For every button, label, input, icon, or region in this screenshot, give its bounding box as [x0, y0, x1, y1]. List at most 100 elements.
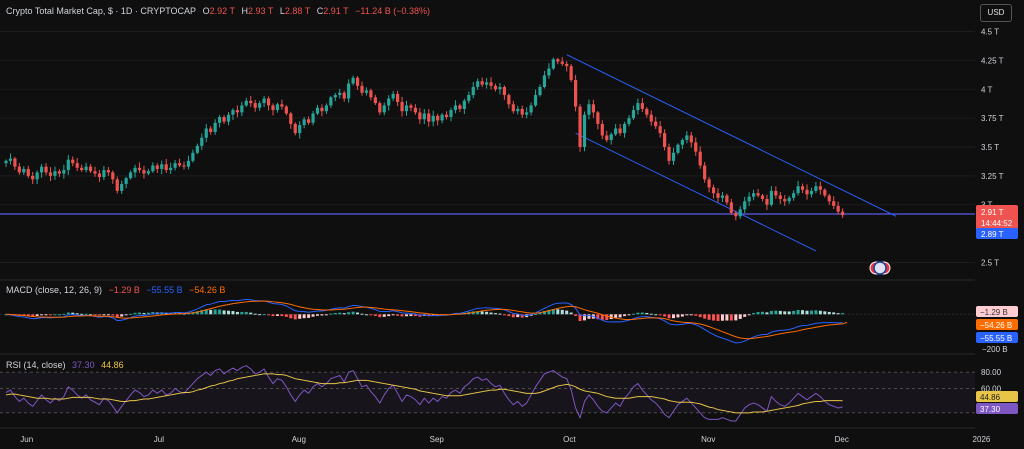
candle-body — [191, 152, 195, 161]
candle-body — [720, 195, 725, 198]
macd-histogram-bar — [289, 314, 293, 319]
candle-body — [627, 118, 631, 124]
candle-body — [378, 103, 382, 113]
candle-body — [680, 140, 684, 145]
macd-histogram-bar — [689, 314, 693, 316]
candle-body — [542, 75, 547, 87]
candle-body — [71, 159, 75, 164]
macd-histogram-bar — [138, 312, 141, 315]
last-price-value: 2.91 T — [981, 208, 1004, 217]
macd-histogram-bar — [676, 314, 680, 318]
macd-histogram-bar — [738, 314, 742, 319]
macd-histogram-bar — [752, 312, 756, 315]
candle-body — [823, 189, 827, 196]
rsi-legend[interactable]: RSI (14, close) 37.30 44.86 — [6, 360, 128, 370]
high-value: 2.93 T — [247, 6, 274, 16]
candle-body — [280, 104, 284, 107]
macd-histogram-bar — [596, 314, 600, 320]
macd-histogram-bar — [640, 312, 644, 315]
candle-body — [783, 198, 787, 202]
price-axis-tick: 2.5 T — [981, 258, 999, 267]
macd-histogram-bar — [102, 314, 106, 316]
macd-histogram-bar — [413, 314, 417, 317]
macd-line — [5, 298, 843, 344]
macd-histogram-bar — [551, 308, 555, 315]
macd-histogram-bar — [787, 311, 791, 315]
macd-histogram-bar — [476, 311, 480, 315]
macd-histogram-bar — [480, 311, 484, 315]
macd-histogram-bar — [280, 314, 284, 317]
candle-body — [734, 212, 738, 217]
candle-body — [186, 160, 191, 167]
rsi-legend-rsi: 37.30 — [72, 360, 95, 370]
macd-histogram-bar — [302, 314, 306, 319]
candle-body — [177, 163, 182, 166]
candle-body — [760, 195, 765, 199]
macd-histogram-bar — [115, 314, 119, 318]
candle-body — [182, 165, 186, 167]
macd-histogram-bar — [329, 313, 333, 315]
macd-histogram-bar — [836, 313, 840, 315]
macd-histogram-bar — [712, 314, 716, 321]
rsi-axis-tick: 60.00 — [981, 384, 1002, 393]
candle-body — [129, 172, 133, 179]
high-label: H — [241, 6, 248, 16]
currency-button[interactable]: USD — [980, 4, 1012, 22]
macd-histogram-bar — [618, 314, 622, 318]
candle-body — [565, 63, 569, 67]
candle-body — [427, 113, 431, 122]
macd-histogram-bar — [240, 311, 244, 315]
candle-body — [556, 59, 560, 62]
macd-histogram-bar — [53, 314, 57, 316]
candle-body — [792, 193, 796, 198]
candle-body — [106, 170, 110, 173]
rsi-legend-name: RSI (14, close) — [6, 360, 66, 370]
macd-line-value: −55.55 B — [980, 334, 1012, 343]
candle-body — [146, 171, 150, 174]
macd-histogram-bar — [631, 313, 635, 315]
macd-histogram-bar — [516, 314, 520, 318]
candle-body — [155, 165, 159, 169]
macd-histogram-bar — [44, 314, 48, 316]
candle-body — [298, 125, 302, 134]
macd-histogram-bar — [231, 311, 235, 315]
macd-histogram-bar — [774, 310, 778, 315]
candle-body — [293, 123, 297, 134]
macd-histogram-bar — [832, 312, 836, 315]
candle-body — [778, 195, 782, 199]
macd-histogram-bar — [658, 314, 662, 316]
candle-body — [716, 193, 720, 198]
time-axis-label: Jun — [20, 435, 33, 444]
candle-body — [80, 167, 84, 171]
macd-histogram-bar — [645, 312, 649, 315]
candle-body — [631, 110, 636, 119]
macd-histogram-bar — [827, 311, 831, 315]
candle-body — [351, 77, 355, 84]
candle-body — [302, 119, 306, 126]
candle-body — [164, 164, 168, 171]
macd-histogram-bar — [680, 314, 684, 317]
rsi-ma-badge — [976, 391, 1018, 402]
macd-histogram-bar — [823, 311, 827, 315]
candle-body — [533, 95, 538, 106]
price-axis-tick: 3.75 T — [981, 114, 1004, 123]
close-value: 2.91 T — [323, 6, 349, 16]
macd-legend[interactable]: MACD (close, 12, 26, 9) −1.29 B −55.55 B… — [6, 285, 229, 295]
candle-body — [160, 164, 164, 169]
candle-body — [315, 107, 320, 114]
macd-histogram-bar — [57, 314, 61, 316]
macd-histogram-bar — [409, 314, 413, 317]
time-axis-label: Aug — [292, 435, 306, 444]
macd-hist-badge — [976, 306, 1018, 317]
candle-body — [774, 190, 778, 196]
candle-body — [814, 186, 818, 191]
time-axis-label: Nov — [701, 435, 715, 444]
channel-upper-line — [566, 54, 897, 217]
candle-body — [209, 128, 213, 132]
symbol-title[interactable]: Crypto Total Market Cap, $ · 1D · CRYPTO… — [6, 6, 197, 16]
candle-body — [582, 114, 587, 147]
macd-histogram-bar — [507, 314, 511, 317]
candle-body — [226, 114, 231, 122]
candle-body — [765, 198, 769, 205]
